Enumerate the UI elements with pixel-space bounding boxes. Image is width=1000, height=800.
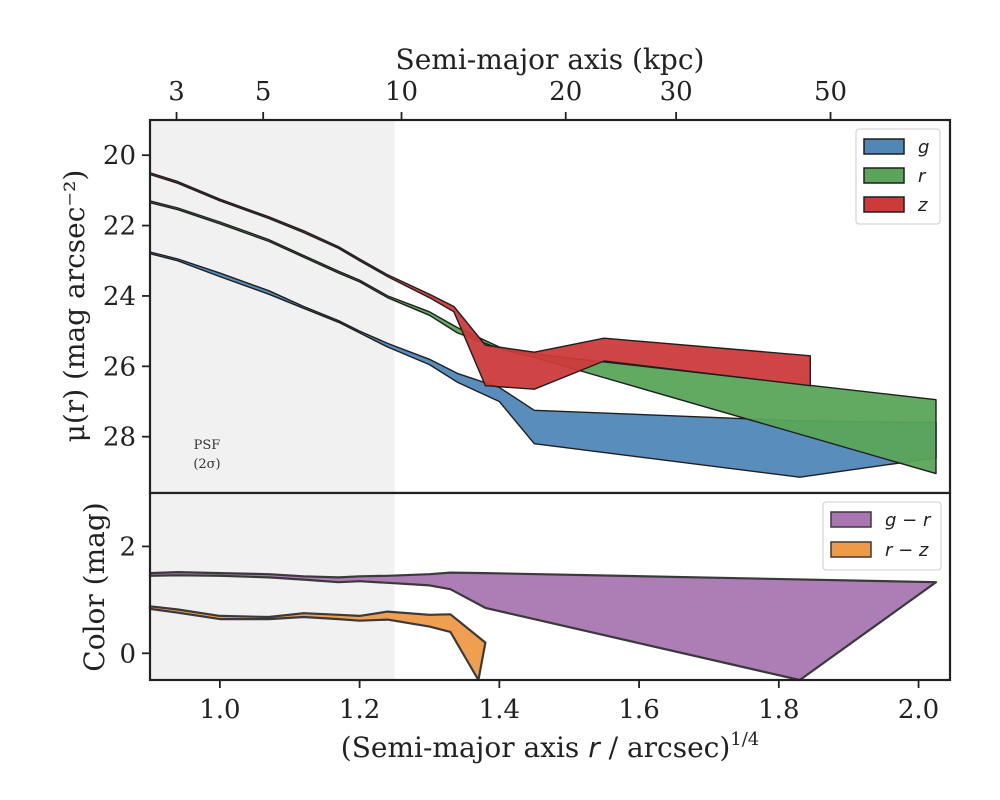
psf-label-line1: PSF	[194, 438, 221, 453]
bottom-panel-frame	[148, 491, 952, 682]
x-tick-label: 2.0	[898, 695, 939, 725]
kpc-tick-label: 3	[168, 77, 185, 107]
bottom-y-ticks: 02	[119, 532, 150, 669]
legend-swatch	[863, 167, 905, 184]
y-tick-label: 0	[119, 639, 136, 669]
kpc-tick-label: 30	[660, 77, 693, 107]
top-panel: 20 22 24 26 28 3 5 10 20 30 50 Semi-major axis (k…	[58, 43, 952, 495]
top-kpc-ticks: 3 5 10 20 30 50	[168, 77, 847, 120]
bottom-panel: 02 1.0 1.2 1.4 1.6 1.8 2.0 Color (mag) (Semi-…	[78, 491, 952, 764]
psf-region	[150, 120, 395, 493]
legend-label: r	[918, 166, 927, 187]
legend-label: r − z	[885, 540, 929, 561]
kpc-tick-label: 50	[814, 77, 847, 107]
band-z	[149, 172, 811, 390]
x-tick-label: 1.0	[199, 695, 240, 725]
y-tick-label: 2	[119, 532, 136, 562]
x-title-main: (Semi-major axis	[341, 731, 588, 764]
y-tick-label: 28	[103, 423, 136, 453]
x-tick-label: 1.4	[479, 695, 520, 725]
y-tick-label: 24	[103, 282, 136, 312]
kpc-tick-label: 20	[549, 77, 582, 107]
y-tick-label: 22	[103, 212, 136, 242]
x-tick-label: 1.2	[339, 695, 380, 725]
bottom-x-axis-title: (Semi-major axis r / arcsec)1/4	[341, 729, 759, 764]
top-axis-title: Semi-major axis (kpc)	[396, 43, 705, 76]
kpc-tick-label: 5	[255, 77, 272, 107]
top-legend: grz	[855, 128, 941, 225]
kpc-tick-label: 10	[385, 77, 418, 107]
x-tick-label: 1.6	[618, 695, 659, 725]
bottom-x-ticks: 1.0 1.2 1.4 1.6 1.8 2.0	[199, 680, 939, 725]
psf-label-line2: (2σ)	[193, 457, 220, 472]
x-title-rest: / arcsec)	[600, 731, 731, 764]
y-tick-label: 26	[103, 352, 136, 382]
top-y-ticks: 20 22 24 26 28	[103, 141, 150, 453]
legend-swatch	[863, 138, 905, 155]
legend-label: g	[918, 137, 929, 158]
x-title-exp: 1/4	[730, 729, 759, 750]
legend-label: z	[917, 195, 928, 216]
y-tick-label: 20	[103, 141, 136, 171]
legend-swatch	[863, 196, 905, 213]
psf-region-bottom	[150, 493, 395, 680]
bottom-y-axis-title: Color (mag)	[78, 502, 111, 671]
x-tick-label: 1.8	[758, 695, 799, 725]
legend-label: g − r	[885, 510, 932, 531]
top-series-group	[149, 172, 937, 478]
legend-swatch	[830, 511, 872, 528]
bottom-legend: g − r r − z	[822, 501, 942, 571]
top-y-axis-title: μ(r) (mag arcsec⁻²)	[58, 170, 91, 443]
legend-swatch	[830, 541, 872, 558]
x-title-var: r	[588, 731, 601, 764]
band-r	[149, 200, 937, 475]
